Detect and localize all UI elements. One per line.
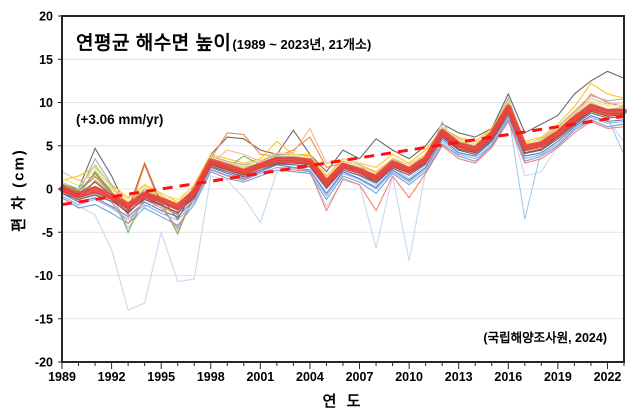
x-tick-label: 1992 xyxy=(98,370,126,384)
x-tick-label: 2019 xyxy=(544,370,572,384)
x-tick-label: 2013 xyxy=(445,370,473,384)
chart-title-suffix: (1989 ~ 2023년, 21개소) xyxy=(232,37,372,52)
plot-border xyxy=(61,15,625,363)
source-attribution: (국립해양조사원, 2024) xyxy=(483,331,607,345)
x-tick-label: 2007 xyxy=(346,370,374,384)
x-tick-label: 2004 xyxy=(296,370,324,384)
y-tick-label: -10 xyxy=(35,269,53,283)
x-tick-label: 1998 xyxy=(197,370,225,384)
station-line-7 xyxy=(61,118,625,226)
mean-line xyxy=(59,103,627,211)
station-line-1 xyxy=(61,114,625,311)
x-tick-label: 2001 xyxy=(246,370,274,384)
y-tick-labels: -20 -15 -10 -5 0 5 10 15 20 xyxy=(35,10,53,370)
y-tick-label: 5 xyxy=(46,139,53,153)
x-tick-label: 2022 xyxy=(594,370,622,384)
y-tick-label: 15 xyxy=(39,53,53,67)
x-axis-title: 연 도 xyxy=(322,393,364,410)
station-line-20 xyxy=(61,99,625,201)
station-line-14 xyxy=(61,111,625,214)
y-tick-label: 0 xyxy=(46,183,53,197)
x-tick-labels: 1989 1992 1995 1998 2001 2004 2007 2010 2013 2016… xyxy=(48,370,621,384)
station-line-6 xyxy=(61,114,625,218)
y-tick-label: 20 xyxy=(39,10,53,24)
x-tick-label: 1995 xyxy=(147,370,175,384)
y-axis-title: 편 차 (cm) xyxy=(10,148,28,232)
chart-title: 연평균 해수면 높이 xyxy=(76,33,232,54)
trend-line xyxy=(61,114,625,207)
x-tick-label: 2010 xyxy=(395,370,423,384)
axis-ticks xyxy=(58,15,625,369)
y-tick-label: -5 xyxy=(42,226,53,240)
station-line-11 xyxy=(61,120,625,229)
x-tick-label: 1989 xyxy=(48,370,76,384)
gridlines xyxy=(62,58,624,320)
y-tick-label: -15 xyxy=(35,312,53,326)
station-line-19 xyxy=(61,116,625,221)
x-tick-label: 2016 xyxy=(494,370,522,384)
chart-title-block: 연평균 해수면 높이 (1989 ~ 2023년, 21개소) xyxy=(76,28,371,55)
trend-rate-annotation: (+3.06 mm/yr) xyxy=(76,112,164,127)
y-tick-label: 10 xyxy=(39,96,53,110)
y-tick-label: -20 xyxy=(35,356,53,370)
